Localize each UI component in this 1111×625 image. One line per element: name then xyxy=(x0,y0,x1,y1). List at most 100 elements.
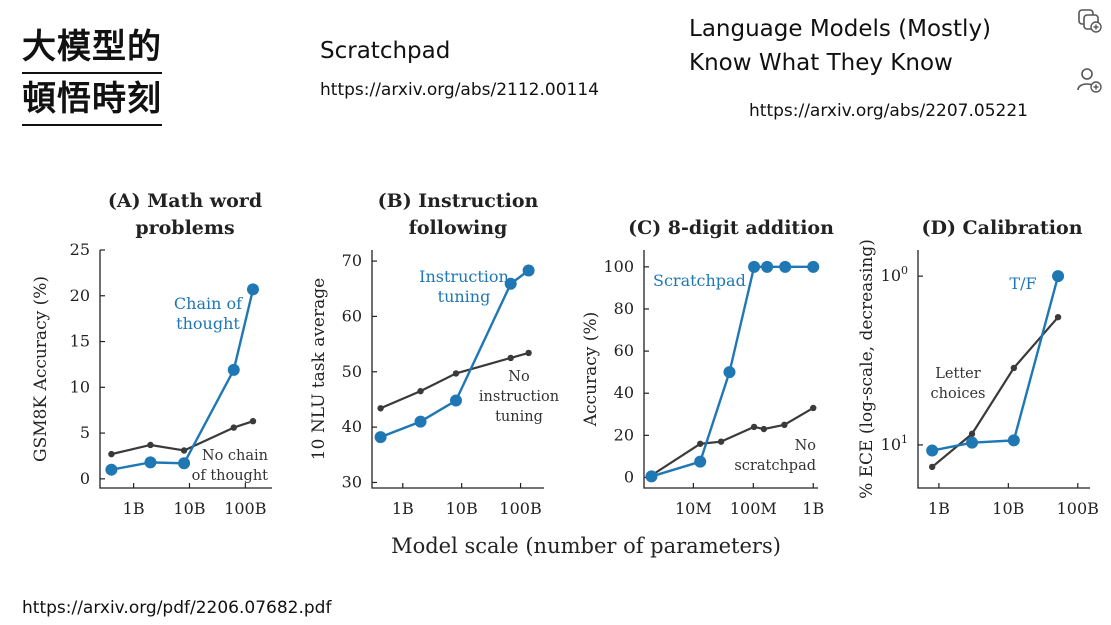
data-point-dot xyxy=(968,430,976,438)
data-point-dot xyxy=(760,425,768,433)
data-point-dot xyxy=(377,405,384,412)
data-point-marker xyxy=(807,260,820,273)
data-point-dot xyxy=(1010,364,1018,372)
footer-url: https://arxiv.org/pdf/2206.07682.pdf xyxy=(22,598,332,618)
data-point-marker xyxy=(144,456,157,469)
copy-icon[interactable] xyxy=(1075,6,1103,34)
ylabel-a: GSM8K Accuracy (%) xyxy=(31,276,51,462)
series-line-t-f xyxy=(931,275,1060,452)
data-point-dot xyxy=(108,450,115,458)
data-point-dot xyxy=(928,463,936,471)
data-point-marker xyxy=(178,457,191,470)
data-point-marker xyxy=(246,283,259,296)
axes-d xyxy=(917,250,1090,489)
lmknow-title-line-1: Language Models (Mostly) xyxy=(689,16,992,42)
data-point-marker xyxy=(522,264,535,277)
ytick-label: 0 xyxy=(80,469,90,488)
data-point-dot xyxy=(810,404,817,412)
data-point-marker xyxy=(1007,434,1020,447)
ytick-label: 0 xyxy=(624,467,634,486)
data-point-marker xyxy=(779,260,792,273)
ytick-label: 80 xyxy=(614,299,634,318)
series-label-no-scratchpad: scratchpad xyxy=(734,458,816,474)
series-label-instruction-tuning: Instruction xyxy=(419,267,509,286)
ytick-label: 100 xyxy=(603,257,634,276)
data-point-marker xyxy=(504,277,517,290)
lmknow-title-line-2: Know What They Know xyxy=(689,50,953,76)
data-point-marker xyxy=(105,463,118,476)
ytick-label: 5 xyxy=(80,423,90,442)
xtick-label: 1B xyxy=(802,499,824,518)
xtick-label: 100M xyxy=(730,499,777,518)
ytick-label: 30 xyxy=(342,472,362,491)
data-point-marker xyxy=(374,431,387,444)
ytick-label: 20 xyxy=(70,286,90,305)
axes-b xyxy=(371,250,544,489)
ytick-label: 40 xyxy=(342,417,362,436)
ytick-label: 60 xyxy=(614,341,634,360)
data-point-dot xyxy=(507,354,514,362)
chart-title-a: problems xyxy=(135,217,234,239)
data-point-marker xyxy=(414,415,427,428)
data-point-dot xyxy=(180,447,188,454)
add-person-icon[interactable] xyxy=(1075,66,1103,94)
ytick-label: 15 xyxy=(70,332,90,351)
emergence-figure: (A) Math word problems GSM8K Accuracy (%) 0… xyxy=(31,190,1099,558)
series-label-letter-choices: choices xyxy=(931,386,986,402)
xtick-label: 10M xyxy=(675,499,712,518)
data-point-dot xyxy=(249,417,257,425)
data-point-marker xyxy=(1052,270,1065,283)
chart-title-b: following xyxy=(409,217,508,239)
ytick-label: 40 xyxy=(614,383,634,402)
xtick-label: 1B xyxy=(392,499,414,518)
scratchpad-title: Scratchpad xyxy=(320,38,451,64)
data-point-dot xyxy=(750,423,758,431)
data-point-marker xyxy=(694,455,707,468)
data-point-dot xyxy=(1054,313,1062,321)
xtick-label: 10B xyxy=(992,499,1024,518)
chart-title-a: (A) Math word xyxy=(108,190,262,212)
data-point-dot xyxy=(230,424,237,431)
ytick-label: 25 xyxy=(70,240,90,259)
data-point-marker xyxy=(748,260,761,273)
slide-title-line-1: 大模型的 xyxy=(22,24,162,74)
data-point-dot xyxy=(525,349,532,357)
chart-title-c: (C) 8-digit addition xyxy=(628,217,834,239)
data-point-marker xyxy=(723,366,736,379)
ytick-label: 60 xyxy=(342,306,362,325)
ylabel-b: 10 NLU task average xyxy=(309,278,329,460)
chart-panel-c: (C) 8-digit addition Accuracy (%) 0 20 40 60 8… xyxy=(581,217,834,518)
ytick-label: 100 xyxy=(881,264,908,285)
ytick-label: 10 xyxy=(70,377,90,396)
data-point-dot xyxy=(781,421,788,429)
ytick-label: 50 xyxy=(342,362,362,381)
chart-panel-a: (A) Math word problems GSM8K Accuracy (%) 0… xyxy=(31,190,272,518)
data-point-marker xyxy=(966,436,979,449)
series-label-no-instruction-tuning: tuning xyxy=(495,409,543,425)
series-line-letter-choices xyxy=(931,316,1059,468)
chart-panel-d: (D) Calibration % ECE (log-scale, decreas… xyxy=(857,217,1099,518)
ytick-label: 70 xyxy=(342,251,362,270)
series-label-no-chain-of-thought: No chain xyxy=(202,448,268,464)
xtick-label: 1B xyxy=(123,499,145,518)
xtick-label: 1B xyxy=(928,499,950,518)
axes-c xyxy=(643,250,818,489)
xtick-label: 100B xyxy=(1057,499,1099,518)
ytick-label: 20 xyxy=(614,425,634,444)
data-point-dot xyxy=(717,438,725,445)
data-point-marker xyxy=(926,444,939,457)
series-label-chain-of-thought: Chain of xyxy=(174,294,243,313)
data-point-dot xyxy=(147,441,154,449)
series-label-no-scratchpad: No xyxy=(795,438,816,454)
series-label-no-instruction-tuning: No xyxy=(508,369,529,385)
chart-title-d: (D) Calibration xyxy=(921,217,1082,239)
data-point-marker xyxy=(645,470,658,483)
series-label-chain-of-thought: thought xyxy=(176,314,240,333)
series-label-scratchpad: Scratchpad xyxy=(653,271,746,290)
data-point-dot xyxy=(417,387,424,395)
slide-title-line-2: 頓悟時刻 xyxy=(22,76,162,126)
data-point-marker xyxy=(449,394,462,407)
series-label-no-instruction-tuning: instruction xyxy=(479,389,559,405)
ytick-label: 101 xyxy=(881,433,908,454)
chart-panel-b: (B) Instruction following 10 NLU task aver… xyxy=(309,190,559,518)
